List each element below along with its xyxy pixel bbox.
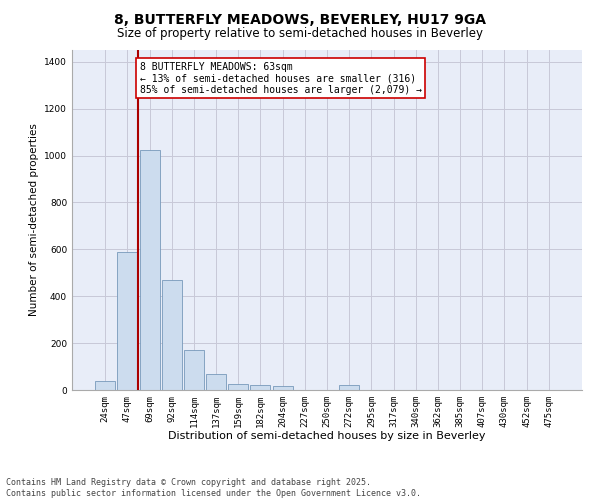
X-axis label: Distribution of semi-detached houses by size in Beverley: Distribution of semi-detached houses by … — [168, 432, 486, 442]
Bar — [95, 381, 115, 390]
Bar — [272, 386, 293, 390]
Text: Contains HM Land Registry data © Crown copyright and database right 2025.
Contai: Contains HM Land Registry data © Crown c… — [6, 478, 421, 498]
Bar — [339, 386, 359, 390]
Bar — [118, 252, 137, 390]
Bar — [162, 280, 182, 390]
Bar — [206, 374, 226, 390]
Y-axis label: Number of semi-detached properties: Number of semi-detached properties — [29, 124, 38, 316]
Text: 8, BUTTERFLY MEADOWS, BEVERLEY, HU17 9GA: 8, BUTTERFLY MEADOWS, BEVERLEY, HU17 9GA — [114, 12, 486, 26]
Bar — [228, 384, 248, 390]
Bar — [250, 386, 271, 390]
Text: 8 BUTTERFLY MEADOWS: 63sqm
← 13% of semi-detached houses are smaller (316)
85% o: 8 BUTTERFLY MEADOWS: 63sqm ← 13% of semi… — [140, 62, 422, 95]
Bar — [184, 350, 204, 390]
Bar — [140, 150, 160, 390]
Text: Size of property relative to semi-detached houses in Beverley: Size of property relative to semi-detach… — [117, 28, 483, 40]
